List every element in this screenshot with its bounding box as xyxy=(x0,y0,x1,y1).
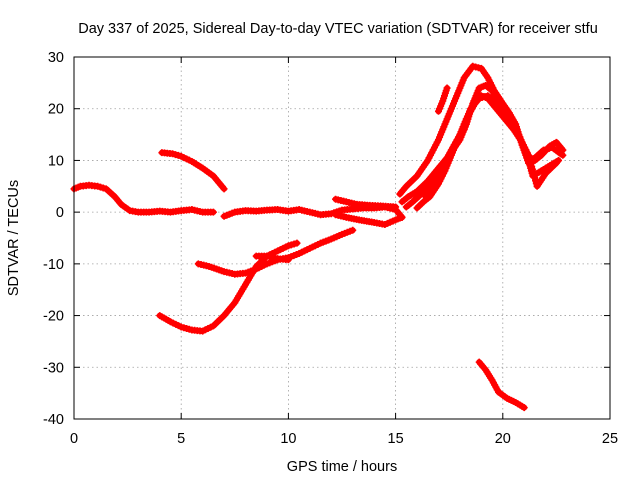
y-tick-label: 30 xyxy=(48,50,64,66)
y-tick-label: 20 xyxy=(48,102,64,118)
y-tick-label: 0 xyxy=(56,205,64,221)
series-line xyxy=(158,149,228,192)
series-markers xyxy=(158,149,228,193)
series-track-1 xyxy=(70,181,217,216)
x-tick-label: 20 xyxy=(495,431,511,447)
series-markers xyxy=(413,125,468,212)
series-track-6 xyxy=(252,252,292,264)
series-markers xyxy=(252,252,292,264)
series-markers xyxy=(70,181,217,216)
series-track-13 xyxy=(413,125,468,212)
x-axis-label: GPS time / hours xyxy=(287,459,397,475)
x-tick-label: 25 xyxy=(602,431,618,447)
series-track-2 xyxy=(158,149,228,193)
series-track-14 xyxy=(434,84,451,115)
series-track-3 xyxy=(156,239,301,335)
series-markers xyxy=(332,211,406,229)
x-tick-label: 15 xyxy=(388,431,404,447)
series-track-15 xyxy=(475,358,528,412)
y-tick-label: 10 xyxy=(48,153,64,169)
series-track-7 xyxy=(332,211,406,229)
series-markers xyxy=(156,239,301,335)
x-tick-label: 10 xyxy=(280,431,296,447)
y-tick-label: -10 xyxy=(43,257,64,273)
series-track-8 xyxy=(332,195,400,211)
plot-frame xyxy=(73,56,611,420)
y-axis-label: SDTVAR / TECUs xyxy=(6,180,22,296)
series-markers xyxy=(434,84,451,115)
series-markers xyxy=(332,195,400,211)
x-tick-label: 5 xyxy=(177,431,185,447)
y-tick-label: -40 xyxy=(43,412,64,428)
y-tick-label: -30 xyxy=(43,360,64,376)
chart-title: Day 337 of 2025, Sidereal Day-to-day VTE… xyxy=(78,21,598,37)
x-tick-label: 0 xyxy=(70,431,78,447)
axis-ticks: 0 5 10 15 20 25 -40 -30 -20 -10 0 10 20 30 xyxy=(43,50,618,447)
y-tick-label: -20 xyxy=(43,309,64,325)
series-markers xyxy=(475,358,528,412)
grid-lines xyxy=(74,57,610,419)
data-series xyxy=(70,62,567,412)
